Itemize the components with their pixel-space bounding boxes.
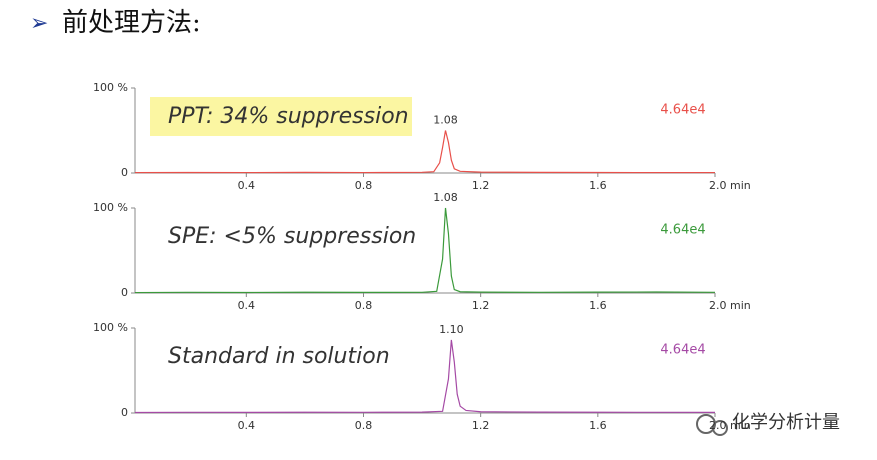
x-tick-label: 1.6 xyxy=(589,419,607,432)
peak-label: 1.08 xyxy=(433,191,458,204)
slide-title: 前处理方法: xyxy=(62,8,201,38)
intensity-label: 4.64e4 xyxy=(660,343,705,358)
chromatogram-line xyxy=(134,130,715,174)
peak-label: 1.10 xyxy=(439,323,464,336)
x-tick-label: 2.0 min xyxy=(709,299,751,312)
watermark: 化学分析计量 xyxy=(696,412,840,436)
y-tick-label: 100 % xyxy=(93,321,128,334)
y-tick-label: 0 xyxy=(121,286,128,299)
annotation-highlight xyxy=(150,97,412,136)
x-tick-label: 0.8 xyxy=(355,419,373,432)
x-tick-label: 0.4 xyxy=(238,419,256,432)
x-tick-label: 0.8 xyxy=(355,179,373,192)
x-tick-label: 0.4 xyxy=(238,299,256,312)
bullet-arrow: ➢ xyxy=(30,11,48,36)
x-tick-label: 1.2 xyxy=(472,179,490,192)
peak-label: 1.08 xyxy=(433,114,458,127)
x-tick-label: 2.0 min xyxy=(709,419,751,432)
y-tick-label: 100 % xyxy=(93,201,128,214)
x-tick-label: 1.2 xyxy=(472,419,490,432)
annotation: SPE: <5% suppression xyxy=(168,224,416,249)
watermark-text: 化学分析计量 xyxy=(732,412,840,433)
x-tick-label: 0.8 xyxy=(355,299,373,312)
intensity-label: 4.64e4 xyxy=(660,103,705,118)
y-tick-label: 100 % xyxy=(93,81,128,94)
y-tick-label: 0 xyxy=(121,166,128,179)
chromatogram-line xyxy=(134,339,716,414)
intensity-label: 4.64e4 xyxy=(660,223,705,238)
x-tick-label: 1.6 xyxy=(589,299,607,312)
y-tick-label: 0 xyxy=(121,406,128,419)
annotation: Standard in solution xyxy=(168,344,390,369)
annotation: PPT: 34% suppression xyxy=(168,104,409,129)
x-tick-label: 1.2 xyxy=(472,299,490,312)
x-tick-label: 2.0 min xyxy=(709,179,751,192)
x-tick-label: 0.4 xyxy=(238,179,256,192)
watermark-icon xyxy=(712,420,728,436)
chromatogram-line xyxy=(134,207,716,294)
x-tick-label: 1.6 xyxy=(589,179,607,192)
